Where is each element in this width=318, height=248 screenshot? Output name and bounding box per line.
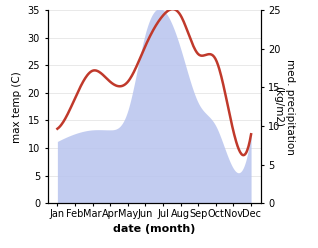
Y-axis label: max temp (C): max temp (C) (12, 71, 22, 143)
X-axis label: date (month): date (month) (113, 224, 196, 234)
Y-axis label: med. precipitation
(kg/m2): med. precipitation (kg/m2) (273, 59, 295, 155)
